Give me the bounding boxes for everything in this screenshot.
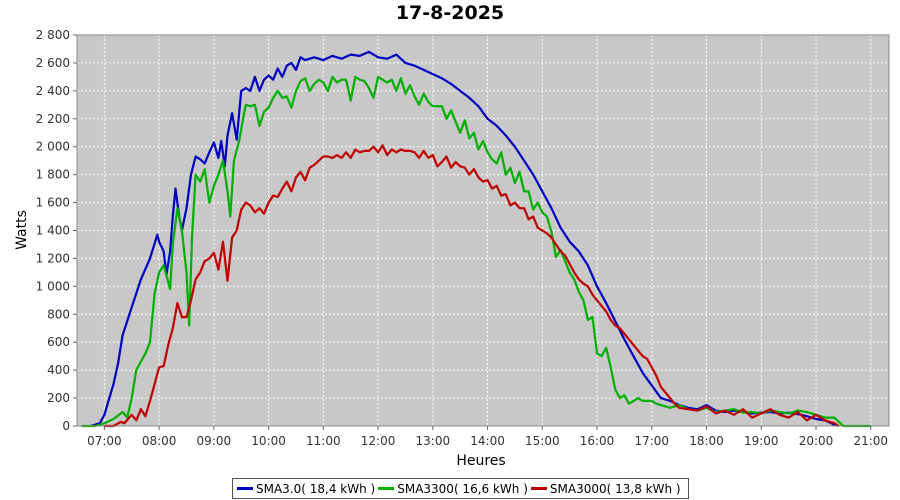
x-tick-label: 21:00 xyxy=(853,434,888,448)
y-tick-label: 1 200 xyxy=(36,251,70,265)
y-axis-label: Watts xyxy=(14,210,30,250)
series-line-3 xyxy=(104,144,840,428)
y-tick-label: 2 000 xyxy=(36,140,70,154)
x-tick-label: 15:00 xyxy=(525,434,560,448)
y-tick-label: 2 200 xyxy=(36,112,70,126)
x-tick-label: 13:00 xyxy=(416,434,451,448)
legend-item-1: SMA3.0( 18,4 kWh ) xyxy=(237,482,375,496)
x-tick-label: 08:00 xyxy=(142,434,177,448)
legend-item-2: SMA3300( 16,6 kWh ) xyxy=(378,482,528,496)
series-group xyxy=(81,50,871,428)
y-tick-label: 1 000 xyxy=(36,279,70,293)
y-tick-label: 0 xyxy=(62,419,70,433)
x-tick-label: 12:00 xyxy=(361,434,396,448)
y-tick-label: 1 800 xyxy=(36,168,70,182)
legend-swatch xyxy=(378,487,395,490)
legend-swatch xyxy=(530,487,547,490)
x-axis: 07:00 08:00 09:00 10:00 11:00 12:00 13:00 14:00… xyxy=(87,426,888,448)
legend-item-3: SMA3000( 13,8 kWh ) xyxy=(530,481,681,496)
x-tick-label: 10:00 xyxy=(251,434,286,448)
x-tick-label: 20:00 xyxy=(799,434,834,448)
series-line-2 xyxy=(81,75,871,428)
legend-label: SMA3300( 16,6 kWh ) xyxy=(397,481,528,496)
y-tick-label: 800 xyxy=(47,307,70,321)
x-tick-label: 19:00 xyxy=(744,434,779,448)
x-tick-label: 18:00 xyxy=(689,434,724,448)
y-tick-label: 400 xyxy=(47,363,70,377)
legend: SMA3.0( 18,4 kWh ) SMA3300( 16,6 kWh ) SMA… xyxy=(232,478,689,499)
x-tick-label: 17:00 xyxy=(634,434,669,448)
x-tick-label: 09:00 xyxy=(197,434,232,448)
y-axis: 0 200 400 600 800 1 000 1 200 1 400 1 600 1 800 2 … xyxy=(36,28,77,433)
legend-label: SMA3.0( 18,4 kWh ) xyxy=(256,481,376,496)
x-tick-label: 16:00 xyxy=(580,434,615,448)
y-tick-label: 1 600 xyxy=(36,196,70,210)
legend-swatch xyxy=(237,487,253,490)
y-tick-label: 2 800 xyxy=(36,28,70,42)
x-axis-label: Heures xyxy=(456,453,505,469)
y-tick-label: 2 400 xyxy=(36,84,70,98)
chart-title: 17-8-2025 xyxy=(395,2,505,24)
legend-label: SMA3000( 13,8 kWh ) xyxy=(549,481,681,496)
x-tick-label: 07:00 xyxy=(87,434,122,448)
x-tick-label: 11:00 xyxy=(306,434,341,448)
y-tick-label: 2 600 xyxy=(36,56,70,70)
y-tick-label: 200 xyxy=(47,391,70,405)
x-tick-label: 14:00 xyxy=(470,434,505,448)
y-tick-label: 1 400 xyxy=(36,224,70,238)
y-tick-label: 600 xyxy=(47,335,70,349)
